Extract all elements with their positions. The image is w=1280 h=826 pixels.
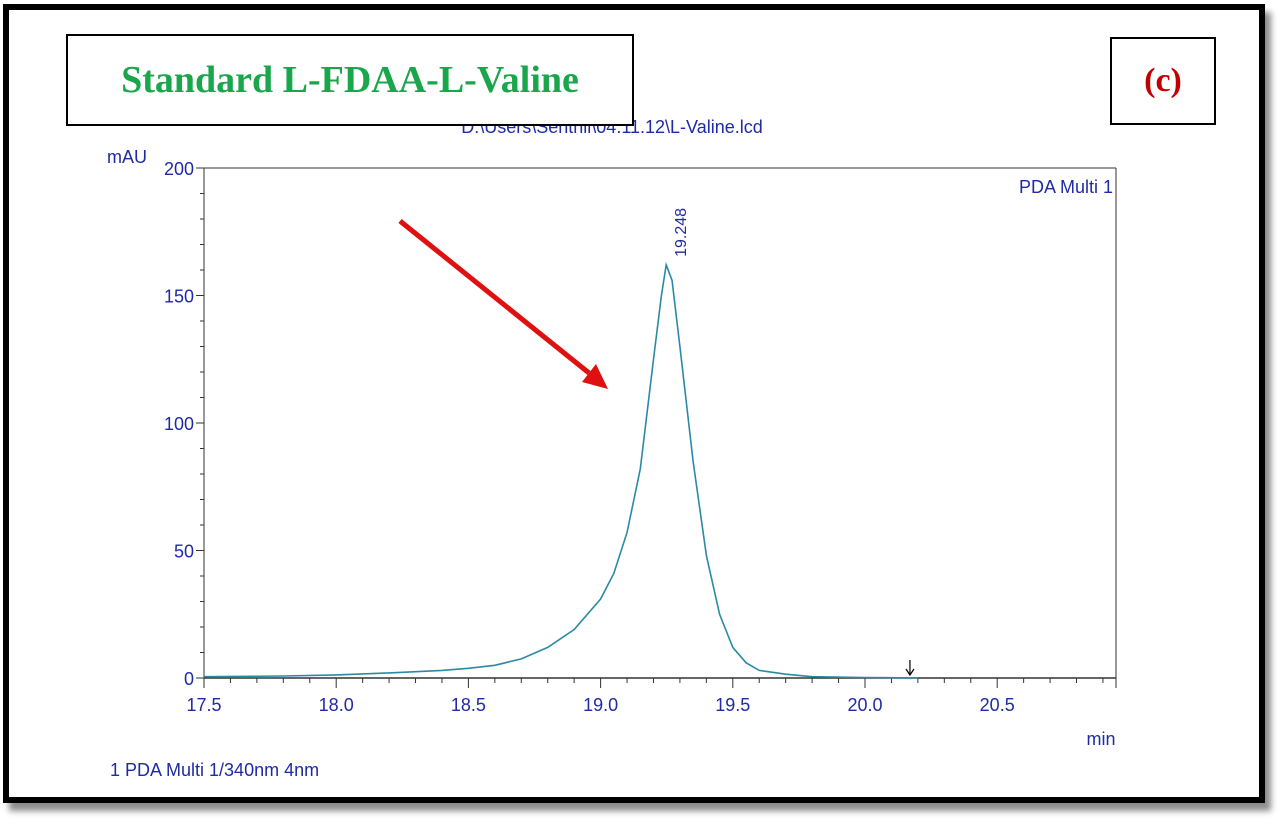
axes [196,167,1117,688]
labels: 0 50 100 150 200 17.5 18.0 18.5 19.0 19.5 20.0 20.5… [164,159,1015,715]
peak-label: 19.248 [673,208,690,257]
y-tick-label: 50 [174,542,194,562]
channel-label: PDA Multi 1 [1019,177,1113,197]
x-tick-label: 19.0 [583,695,618,715]
panel-label: (c) [1144,62,1182,99]
annotation-arrow-head [582,364,608,389]
panel-label-box: (c) [1110,37,1216,125]
x-tick-label: 17.5 [186,695,221,715]
y-tick-label: 150 [164,287,194,307]
footer-label: 1 PDA Multi 1/340nm 4nm [110,760,319,780]
x-tick-label: 20.0 [847,695,882,715]
y-tick-label: 200 [164,159,194,179]
y-axis-unit-label: mAU [107,147,147,167]
end-marker-head [905,668,915,677]
trace-layer [203,261,918,679]
x-tick-label: 18.5 [451,695,486,715]
title-box: Standard L-FDAA-L-Valine [66,34,634,126]
chart-title: Standard L-FDAA-L-Valine [121,59,579,101]
x-axis-unit-label: min [1086,729,1115,749]
figure-frame [3,4,1265,803]
annotation-arrow-shaft [398,219,591,375]
y-tick-label: 100 [164,414,194,434]
x-tick-label: 20.5 [980,695,1015,715]
y-tick-label: 0 [184,669,194,689]
trace-line [203,261,918,679]
annotation-arrow [398,219,608,389]
x-tick-label: 18.0 [319,695,354,715]
x-tick-label: 19.5 [715,695,750,715]
